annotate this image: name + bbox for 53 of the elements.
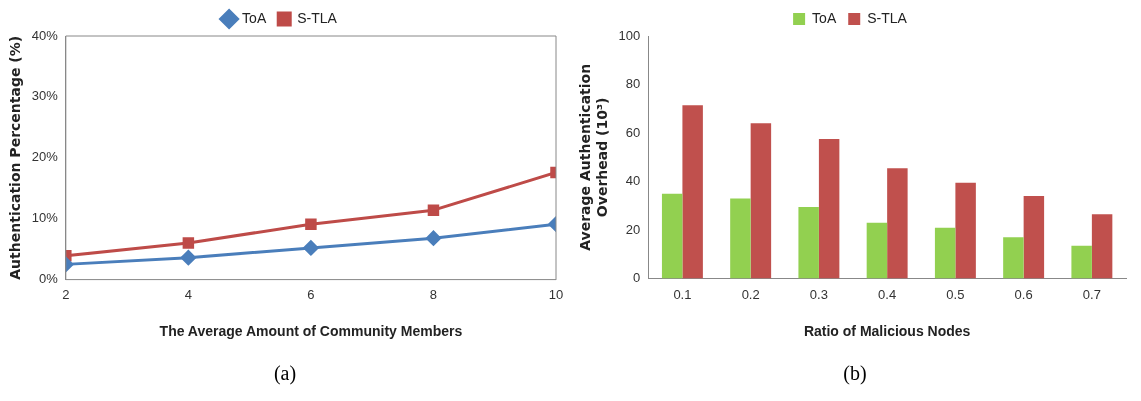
x-tick-label: 0.1 — [673, 286, 692, 302]
x-tick-label: 0.6 — [1014, 286, 1033, 302]
legend-label: S-TLA — [297, 9, 338, 26]
x-tick-label: 10 — [548, 286, 564, 302]
x-tick-label: 2 — [62, 286, 70, 302]
point — [425, 230, 441, 246]
y-tick-label: 30% — [31, 88, 59, 104]
y-tick-label: 40 — [625, 173, 641, 189]
x-tick-label: 0.2 — [741, 286, 760, 302]
bar — [934, 227, 956, 279]
bar — [818, 139, 840, 279]
text: (a) — [272, 362, 298, 385]
point — [303, 240, 319, 256]
bar — [1071, 245, 1092, 279]
x-tick-label: 8 — [429, 286, 438, 302]
y-tick-label: 20% — [31, 149, 59, 165]
y-axis-title: Average Authentication Overhead (10³) — [577, 63, 610, 251]
legend-label: S-TLA — [867, 9, 908, 26]
text: (b) — [842, 362, 868, 385]
x-tick-label: 0.3 — [809, 286, 828, 302]
point — [182, 237, 195, 249]
legend-label: ToA — [242, 9, 267, 26]
bar — [682, 105, 703, 279]
x-tick-label: 4 — [184, 286, 192, 302]
bar — [750, 123, 772, 279]
y-tick-label: 80 — [625, 76, 641, 92]
y-tick-label: 20 — [625, 221, 641, 237]
bar — [866, 222, 888, 279]
bar — [661, 193, 683, 279]
bar — [798, 207, 819, 279]
point — [427, 204, 440, 216]
y-tick-label: 0 — [633, 270, 641, 286]
x-axis-title: The Average Amount of Community Members — [159, 323, 463, 340]
x-tick-label: 6 — [307, 286, 315, 302]
point — [180, 250, 196, 266]
bar — [955, 182, 976, 279]
x-tick-label: 0.5 — [946, 286, 965, 302]
y-tick-label: 40% — [31, 27, 59, 43]
y-tick-label: 10% — [31, 210, 59, 226]
legend-label: ToA — [812, 9, 837, 26]
y-tick-label: 0% — [39, 271, 59, 287]
bar — [1003, 237, 1024, 279]
point — [305, 218, 317, 230]
x-axis-title: Ratio of Malicious Nodes — [803, 323, 971, 340]
x-tick-label: 0.4 — [878, 286, 897, 302]
x-tick-label: 0.7 — [1082, 286, 1101, 302]
bar — [1023, 196, 1045, 279]
bar — [730, 198, 751, 279]
y-axis-title: Authentication Percentage (%) — [7, 35, 24, 280]
y-tick-label: 100 — [618, 27, 641, 43]
bar — [1091, 214, 1113, 279]
bar — [887, 168, 908, 279]
y-tick-label: 60 — [625, 124, 641, 140]
